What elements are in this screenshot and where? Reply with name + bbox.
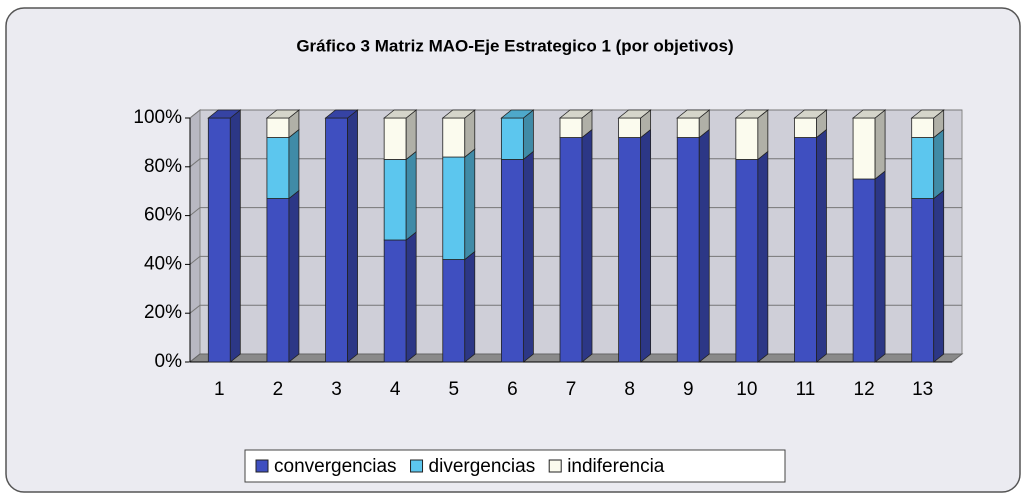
bar-segment	[500, 117, 524, 160]
legend-box	[244, 449, 786, 483]
bar-segment	[266, 117, 290, 138]
bar-side	[522, 150, 534, 363]
bar-top	[383, 109, 418, 119]
bar-top	[207, 109, 242, 119]
bar-side	[640, 128, 652, 363]
bar-side	[229, 109, 241, 363]
bar-segment	[266, 137, 290, 199]
bar-side	[288, 128, 300, 200]
bar-side	[347, 109, 358, 363]
bar-side	[581, 128, 593, 363]
bar-side	[933, 189, 945, 363]
chart-title: Gráfico 3 Matriz MAO-Eje Estrategico 1 (…	[296, 36, 733, 55]
bar-segment	[735, 159, 759, 363]
bar-side	[757, 109, 769, 161]
bar-segment	[559, 117, 583, 138]
bar-segment	[325, 117, 348, 363]
x-tick-label: 8	[624, 379, 635, 400]
bar-segment	[852, 178, 876, 363]
bar-side	[698, 128, 710, 363]
bar-side	[405, 150, 417, 241]
bar-top	[558, 109, 594, 119]
bar-segment	[442, 156, 466, 260]
bar-segment	[500, 159, 524, 363]
x-tick-label: 5	[448, 379, 459, 400]
bar-segment	[618, 117, 642, 138]
bar-segment	[618, 137, 642, 363]
legend-swatch	[410, 459, 424, 473]
bar-top	[910, 109, 945, 119]
legend-swatch	[548, 459, 562, 473]
x-tick-label: 4	[390, 379, 401, 400]
bar-top	[676, 109, 711, 119]
x-tick-label: 2	[273, 379, 284, 400]
bar-top	[441, 109, 476, 119]
bar-segment	[911, 198, 935, 363]
x-tick-label: 6	[507, 379, 518, 400]
bar-segment	[266, 198, 290, 363]
y-tick-label: 0%	[155, 351, 183, 372]
bar-side	[757, 150, 769, 363]
bar-top	[851, 109, 887, 119]
bar-side	[816, 128, 827, 363]
x-tick-label: 1	[214, 379, 225, 400]
bar-side	[874, 170, 886, 363]
y-tick-label: 20%	[144, 302, 182, 323]
bar-top	[617, 109, 652, 119]
bar-segment	[442, 259, 466, 363]
bar-side	[874, 109, 886, 180]
bar-side	[522, 109, 534, 161]
bar-side	[405, 231, 417, 363]
bar-segment	[735, 117, 759, 160]
bar-segment	[911, 117, 935, 138]
bar-top	[500, 109, 535, 119]
x-tick-label: 7	[566, 379, 577, 400]
x-tick-label: 13	[912, 379, 933, 400]
bar-side	[405, 109, 417, 161]
bar-top	[265, 109, 301, 119]
legend-label: indiferencia	[567, 456, 665, 477]
bar-segment	[383, 239, 407, 363]
plot-side-wall	[189, 108, 201, 364]
x-tick-label: 11	[796, 379, 816, 400]
x-tick-label: 10	[736, 379, 757, 400]
legend-swatch	[255, 459, 269, 473]
bar-top	[734, 109, 769, 119]
y-tick-label: 100%	[133, 107, 182, 128]
legend-label: convergencias	[274, 456, 397, 477]
bar-segment	[207, 117, 231, 363]
legend-label: divergencias	[429, 456, 536, 477]
bar-segment	[676, 117, 700, 138]
bar-segment	[794, 117, 817, 138]
bar-side	[464, 250, 476, 363]
bar-segment	[442, 117, 466, 158]
bar-top	[324, 109, 359, 119]
y-tick-label: 80%	[144, 156, 182, 177]
bar-segment	[794, 137, 817, 363]
bar-side	[288, 189, 300, 363]
bar-side	[464, 148, 476, 261]
bar-segment	[911, 137, 935, 199]
bar-segment	[383, 117, 407, 160]
x-tick-label: 12	[854, 379, 875, 400]
bar-segment	[383, 159, 407, 241]
x-tick-label: 9	[683, 379, 694, 400]
bar-top	[793, 109, 828, 119]
y-tick-label: 60%	[144, 205, 182, 226]
bar-side	[933, 128, 945, 200]
bar-segment	[676, 137, 700, 363]
x-tick-label: 3	[331, 379, 342, 400]
bar-segment	[559, 137, 583, 363]
y-tick-label: 40%	[144, 253, 182, 274]
bar-segment	[852, 117, 876, 180]
